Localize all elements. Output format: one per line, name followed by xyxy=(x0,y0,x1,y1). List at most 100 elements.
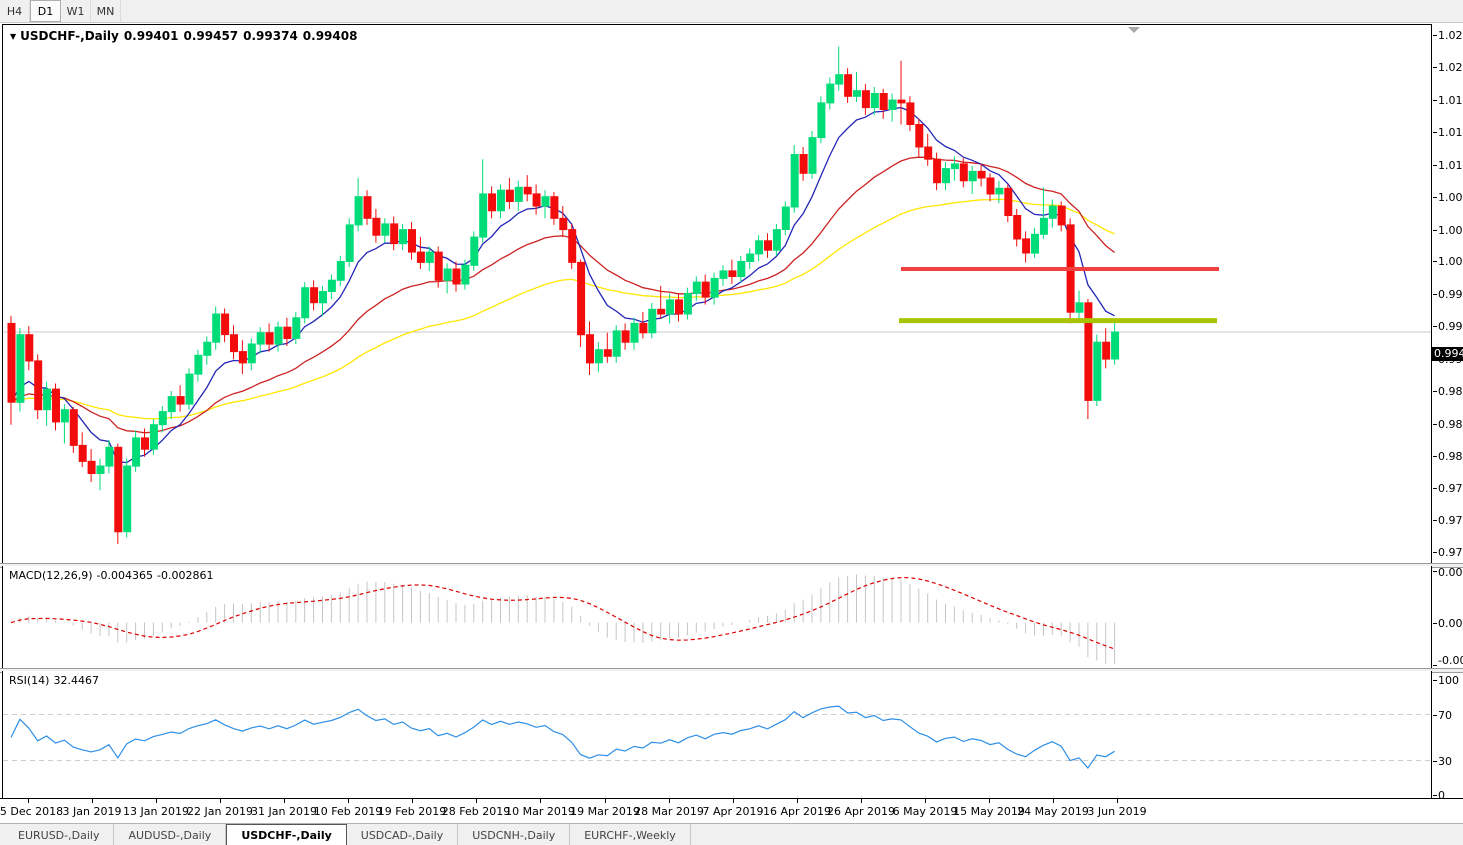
price-tick xyxy=(1433,67,1437,68)
date-tick xyxy=(412,799,413,803)
timeframe-button-d1[interactable]: D1 xyxy=(30,0,61,22)
price-tick xyxy=(1433,197,1437,198)
price-tick xyxy=(1433,520,1437,521)
macd-name: MACD(12,26,9) xyxy=(9,569,93,582)
rsi-value: 32.4467 xyxy=(53,674,99,687)
price-tick xyxy=(1433,456,1437,457)
rsi-tick xyxy=(1433,680,1437,681)
date-tick xyxy=(797,799,798,803)
macd-tick-label: 0.005999 xyxy=(1438,566,1463,579)
price-tick-label: 1.01530 xyxy=(1438,126,1463,139)
date-label: 28 Feb 2019 xyxy=(441,805,511,818)
macd-pane[interactable]: MACD(12,26,9) -0.004365 -0.002861 xyxy=(2,566,1432,668)
axis-border-line xyxy=(1431,24,1432,798)
price-tick-label: 1.00150 xyxy=(1438,255,1463,268)
macd-tick xyxy=(1433,665,1437,666)
chart-tab-usdcnh-daily[interactable]: USDCNH-,Daily xyxy=(458,824,571,845)
chart-tab-usdcad-daily[interactable]: USDCAD-,Daily xyxy=(347,824,459,845)
price-tick-label: 1.02220 xyxy=(1438,61,1463,74)
date-label: 19 Feb 2019 xyxy=(377,805,447,818)
rsi-tick xyxy=(1433,795,1437,796)
timeframe-button-mn[interactable]: MN xyxy=(91,0,121,22)
timeframe-button-h4[interactable]: H4 xyxy=(0,0,30,22)
chart-shift-marker-icon[interactable] xyxy=(1128,27,1140,33)
date-tick xyxy=(348,799,349,803)
date-label: 25 Dec 2018 xyxy=(0,805,64,818)
ohlc-close: 0.99408 xyxy=(302,29,358,43)
price-tick xyxy=(1433,230,1437,231)
rsi-tick-label: 30 xyxy=(1438,755,1452,768)
macd-tick-label: 0.00 xyxy=(1438,617,1463,630)
rsi-pane[interactable]: RSI(14) 32.4467 xyxy=(2,671,1432,798)
price-chart-canvas[interactable] xyxy=(3,25,1431,564)
date-label: 6 May 2019 xyxy=(892,805,958,818)
date-label: 15 May 2019 xyxy=(953,805,1025,818)
date-label: 19 Mar 2019 xyxy=(570,805,640,818)
date-label: 10 Mar 2019 xyxy=(505,805,575,818)
macd-axis[interactable]: 0.005999 0.00 -0.004858 xyxy=(1433,566,1463,668)
macd-signal-value: -0.002861 xyxy=(157,569,214,582)
macd-tick xyxy=(1433,571,1437,572)
price-tick-label: 0.99800 xyxy=(1438,288,1463,301)
price-tick-label: 0.97050 xyxy=(1438,546,1463,559)
current-price-label: 0.99408 xyxy=(1432,347,1463,361)
price-tick-label: 1.02560 xyxy=(1438,29,1463,42)
chart-tab-eurusd-daily[interactable]: EURUSD-,Daily xyxy=(4,824,115,845)
macd-main-value: -0.004365 xyxy=(96,569,154,582)
chart-tab-eurchf-weekly[interactable]: EURCHF-,Weekly xyxy=(570,824,691,845)
date-tick xyxy=(1053,799,1054,803)
rsi-canvas[interactable] xyxy=(3,671,1431,798)
rsi-name: RSI(14) xyxy=(9,674,50,687)
rsi-axis[interactable]: 100 70 30 0 xyxy=(1433,671,1463,802)
date-tick xyxy=(669,799,670,803)
rsi-tick xyxy=(1433,715,1437,716)
price-tick xyxy=(1433,424,1437,425)
timeframe-button-w1[interactable]: W1 xyxy=(61,0,91,22)
macd-label: MACD(12,26,9) -0.004365 -0.002861 xyxy=(9,569,217,582)
rsi-tick-label: 70 xyxy=(1438,709,1452,722)
date-label: 16 Apr 2019 xyxy=(762,805,832,818)
price-tick-label: 0.98080 xyxy=(1438,450,1463,463)
date-label: 26 Apr 2019 xyxy=(826,805,896,818)
date-label: 10 Feb 2019 xyxy=(313,805,383,818)
price-tick xyxy=(1433,165,1437,166)
price-tick-label: 0.98420 xyxy=(1438,418,1463,431)
date-tick xyxy=(540,799,541,803)
chart-window: ▼ USDCHF-,Daily 0.99401 0.99457 0.99374 0.994… xyxy=(0,23,1463,823)
symbol-period-label: USDCHF-,Daily xyxy=(20,29,119,43)
price-tick-label: 1.00840 xyxy=(1438,191,1463,204)
price-axis[interactable]: 1.02560 1.02220 1.01870 1.01530 1.01180 1.008… xyxy=(1433,24,1463,563)
price-tick xyxy=(1433,391,1437,392)
price-tick xyxy=(1433,35,1437,36)
price-tick xyxy=(1433,261,1437,262)
date-tick xyxy=(92,799,93,803)
macd-tick-label: -0.004858 xyxy=(1438,654,1463,667)
rsi-tick xyxy=(1433,761,1437,762)
price-pane[interactable]: ▼ USDCHF-,Daily 0.99401 0.99457 0.99374 0.994… xyxy=(2,24,1432,565)
date-label: 24 May 2019 xyxy=(1017,805,1089,818)
chart-tab-usdchf-daily[interactable]: USDCHF-,Daily xyxy=(226,824,347,845)
chart-tab-bar: EURUSD-,Daily AUDUSD-,Daily USDCHF-,Daily U… xyxy=(0,823,1463,845)
date-label: 31 Jan 2019 xyxy=(251,805,317,818)
date-tick xyxy=(156,799,157,803)
date-tick xyxy=(284,799,285,803)
macd-canvas[interactable] xyxy=(3,566,1431,668)
price-tick-label: 0.98770 xyxy=(1438,385,1463,398)
date-label: 7 Apr 2019 xyxy=(702,805,764,818)
ohlc-high: 0.99457 xyxy=(183,29,239,43)
date-tick xyxy=(220,799,221,803)
price-tick-label: 1.01870 xyxy=(1438,94,1463,107)
date-label: 3 Jun 2019 xyxy=(1087,805,1147,818)
collapse-triangle-icon[interactable]: ▼ xyxy=(10,32,17,41)
date-tick xyxy=(1117,799,1118,803)
ohlc-low: 0.99374 xyxy=(243,29,298,43)
date-tick xyxy=(733,799,734,803)
price-tick xyxy=(1433,100,1437,101)
date-tick xyxy=(989,799,990,803)
chart-tab-audusd-daily[interactable]: AUDUSD-,Daily xyxy=(114,824,227,845)
price-tick-label: 1.01180 xyxy=(1438,159,1463,172)
price-tick xyxy=(1433,552,1437,553)
date-tick xyxy=(476,799,477,803)
